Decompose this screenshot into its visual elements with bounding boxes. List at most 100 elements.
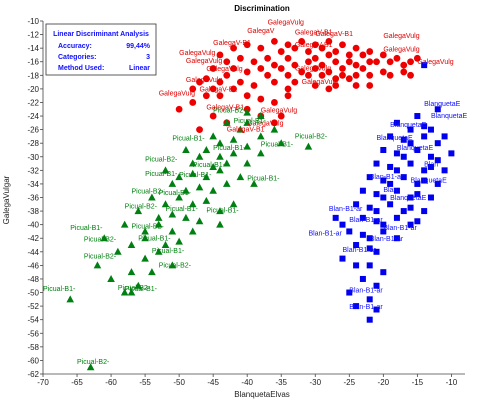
blanqueta-point [339, 221, 346, 228]
picual-point [216, 220, 224, 228]
galega-point [230, 65, 237, 72]
picual-point [209, 186, 217, 194]
y-tick-label: -14 [27, 44, 39, 53]
picual-point-label: Picual-B1- [247, 176, 280, 183]
galega-point-label: GalegaV-B1 [206, 104, 244, 111]
picual-point [66, 295, 75, 303]
galega-point [202, 75, 210, 83]
x-tick-label: -45 [207, 378, 219, 387]
picual-point [134, 281, 143, 289]
picual-point-label: Picual-B1- [70, 225, 103, 232]
blanqueta-point [387, 133, 394, 140]
galega-point [236, 78, 244, 86]
galega-point [298, 68, 306, 76]
blanqueta-point-label: Blan [383, 187, 397, 194]
blanqueta-point [427, 163, 434, 170]
picual-point [182, 213, 190, 221]
blanqueta-point-label: Blan-B1-ar [329, 206, 363, 213]
picual-point [127, 288, 136, 296]
y-tick-label: -42 [27, 234, 39, 243]
blanqueta-point-label: BlanquetaE [390, 195, 427, 202]
galega-point [209, 112, 217, 120]
y-tick-label: -36 [27, 194, 39, 203]
y-tick-label: -44 [27, 248, 39, 257]
x-tick-label: -50 [173, 378, 185, 387]
y-tick-label: -32 [27, 166, 39, 175]
picual-point [202, 145, 211, 153]
picual-point [202, 196, 211, 204]
picual-point [209, 162, 217, 170]
blanqueta-point [407, 221, 414, 228]
blanqueta-point [421, 208, 428, 215]
blanqueta-point [366, 316, 373, 323]
galega-point [196, 78, 203, 86]
galega-point [366, 71, 374, 79]
blanqueta-point-label: Blan-B1-ar [349, 304, 383, 311]
galega-point [209, 85, 217, 93]
blanqueta-point [407, 204, 414, 211]
info-box: Linear Discriminant Analysis Accuracy: 9… [45, 23, 157, 76]
y-tick-label: -22 [27, 98, 39, 107]
picual-point-label: Picual-B1- [145, 171, 178, 178]
blanqueta-point [393, 187, 400, 194]
galega-point [366, 82, 374, 89]
picual-point-label: Picual-B1- [234, 118, 267, 125]
picual-point [127, 241, 136, 249]
galega-point [216, 78, 224, 86]
info-box-title: Linear Discriminant Analysis [53, 31, 149, 38]
galega-point [339, 65, 346, 72]
galega-point [407, 58, 414, 66]
blanqueta-point-label: BlanquetaE [390, 122, 427, 129]
blanqueta-point-label: Blan-B1-ar [308, 231, 342, 238]
galega-point [223, 71, 231, 79]
axes: -70 -65 -60 -55 -50 -45 -40 -35 -30 -25 -20 -15 -10 … [2, 17, 465, 399]
galega-point-label: GalegaV-B1 [295, 30, 333, 37]
galega-point-label: GalegaV-B1 [200, 87, 238, 94]
x-tick-label: -10 [446, 378, 458, 387]
blanqueta-point [373, 191, 380, 198]
galega-point-label: GalegaVulg [295, 66, 331, 73]
galega-point-label: GalegaV-B1 [315, 31, 353, 38]
blanqueta-point [393, 119, 400, 126]
blanqueta-point [373, 306, 380, 313]
y-tick-label: -38 [27, 207, 39, 216]
picual-point-label: Picual-B2- [295, 133, 328, 140]
categories-value: 3 [146, 54, 150, 61]
blanqueta-point [387, 201, 394, 208]
y-tick-label: -62 [27, 370, 39, 379]
method-used-label: Method Used: [58, 65, 104, 72]
galega-point [352, 61, 360, 69]
picual-point [216, 139, 224, 147]
picual-point-label: Picual-B2- [131, 224, 164, 231]
picual-point [120, 220, 129, 228]
blanqueta-point [380, 221, 387, 228]
galega-point [393, 54, 401, 62]
galega-point [318, 71, 326, 79]
picual-point-label: Picual-B2- [145, 157, 178, 164]
picual-point-label: Picual-B1- [193, 162, 226, 169]
blanqueta-point [407, 160, 414, 167]
picual-point [175, 173, 183, 181]
blanqueta-point [346, 289, 353, 296]
picual-point [175, 237, 183, 245]
blanqueta-point [339, 255, 346, 262]
picual-point-label: Picual-B2- [84, 237, 117, 244]
galega-point [202, 92, 210, 100]
galega-point [366, 48, 374, 55]
picual-point [236, 125, 245, 133]
blanqueta-point [421, 123, 428, 130]
blanqueta-point-label: Blan-B1-ar [342, 247, 376, 254]
y-axis-title: GalegaVulgar [2, 175, 11, 224]
galega-point [291, 61, 299, 69]
galega-point [216, 51, 224, 59]
blanqueta-point [427, 194, 434, 201]
blanqueta-point [421, 177, 428, 184]
galega-point [386, 71, 394, 79]
y-tick-label: -40 [27, 221, 39, 230]
galega-point [264, 54, 272, 62]
galega-point [359, 65, 367, 72]
galega-point [359, 51, 367, 59]
blanqueta-point [393, 214, 400, 221]
picual-point-label: Picual-B1- [172, 135, 205, 142]
galega-point [243, 92, 251, 100]
